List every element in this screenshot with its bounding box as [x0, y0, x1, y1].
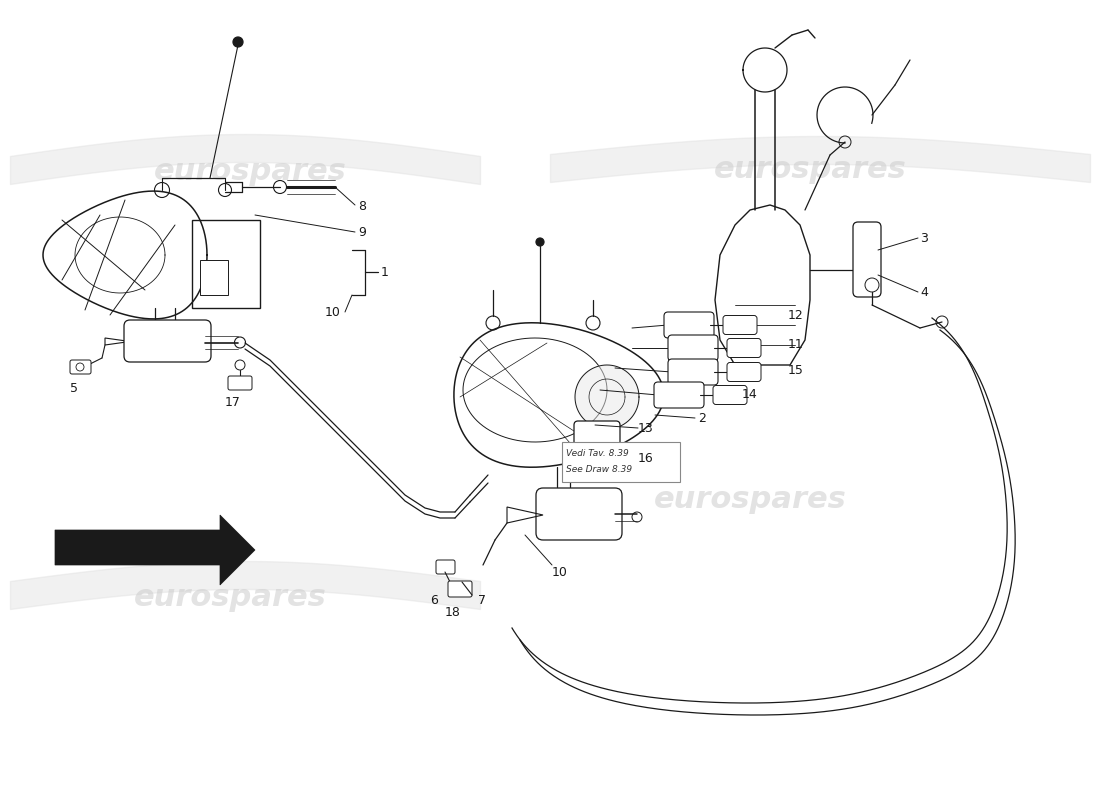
Polygon shape — [55, 515, 255, 585]
Text: 3: 3 — [920, 231, 928, 245]
FancyBboxPatch shape — [723, 315, 757, 334]
Text: 4: 4 — [920, 286, 928, 298]
FancyBboxPatch shape — [448, 581, 472, 597]
FancyBboxPatch shape — [727, 338, 761, 358]
Text: 18: 18 — [446, 606, 461, 618]
FancyBboxPatch shape — [200, 260, 228, 295]
FancyBboxPatch shape — [668, 359, 718, 385]
Text: 10: 10 — [324, 306, 341, 318]
Text: 14: 14 — [742, 389, 758, 402]
Polygon shape — [43, 191, 207, 319]
FancyBboxPatch shape — [654, 382, 704, 408]
FancyBboxPatch shape — [664, 312, 714, 338]
Text: 15: 15 — [788, 363, 804, 377]
Text: 13: 13 — [638, 422, 653, 434]
Text: 2: 2 — [698, 411, 706, 425]
Text: eurospares: eurospares — [714, 155, 906, 185]
Text: Vedi Tav. 8.39: Vedi Tav. 8.39 — [566, 449, 629, 458]
FancyBboxPatch shape — [562, 442, 680, 482]
Text: See Draw 8.39: See Draw 8.39 — [566, 466, 632, 474]
Circle shape — [233, 37, 243, 47]
Text: eurospares: eurospares — [154, 158, 346, 186]
FancyBboxPatch shape — [536, 488, 621, 540]
FancyBboxPatch shape — [713, 386, 747, 405]
Text: 6: 6 — [430, 594, 438, 606]
Text: 1: 1 — [381, 266, 389, 278]
Text: 10: 10 — [552, 566, 568, 578]
FancyBboxPatch shape — [192, 220, 260, 308]
FancyBboxPatch shape — [436, 560, 455, 574]
FancyBboxPatch shape — [852, 222, 881, 297]
FancyBboxPatch shape — [70, 360, 91, 374]
Polygon shape — [454, 322, 664, 467]
FancyBboxPatch shape — [228, 376, 252, 390]
Circle shape — [536, 238, 544, 246]
FancyBboxPatch shape — [574, 421, 620, 454]
Text: 7: 7 — [478, 594, 486, 606]
Polygon shape — [715, 205, 810, 365]
FancyBboxPatch shape — [727, 362, 761, 382]
Polygon shape — [575, 365, 639, 429]
Text: 8: 8 — [358, 199, 366, 213]
Text: eurospares: eurospares — [653, 486, 846, 514]
Text: 12: 12 — [788, 309, 804, 322]
Text: 11: 11 — [788, 338, 804, 351]
FancyBboxPatch shape — [124, 320, 211, 362]
Text: 16: 16 — [638, 451, 653, 465]
FancyBboxPatch shape — [668, 335, 718, 361]
Polygon shape — [104, 338, 130, 345]
Text: 5: 5 — [70, 382, 78, 394]
Text: eurospares: eurospares — [133, 583, 327, 613]
Text: 17: 17 — [226, 395, 241, 409]
Text: 9: 9 — [358, 226, 366, 239]
